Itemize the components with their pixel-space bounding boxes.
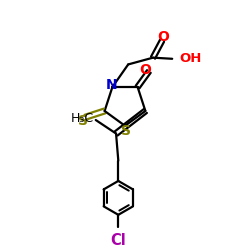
Text: Cl: Cl (110, 233, 126, 248)
Text: S: S (121, 124, 131, 138)
Text: S: S (78, 114, 88, 128)
Text: O: O (157, 30, 169, 44)
Text: O: O (140, 63, 151, 77)
Text: N: N (106, 78, 117, 92)
Text: H₃C: H₃C (70, 112, 94, 125)
Text: OH: OH (179, 52, 201, 65)
